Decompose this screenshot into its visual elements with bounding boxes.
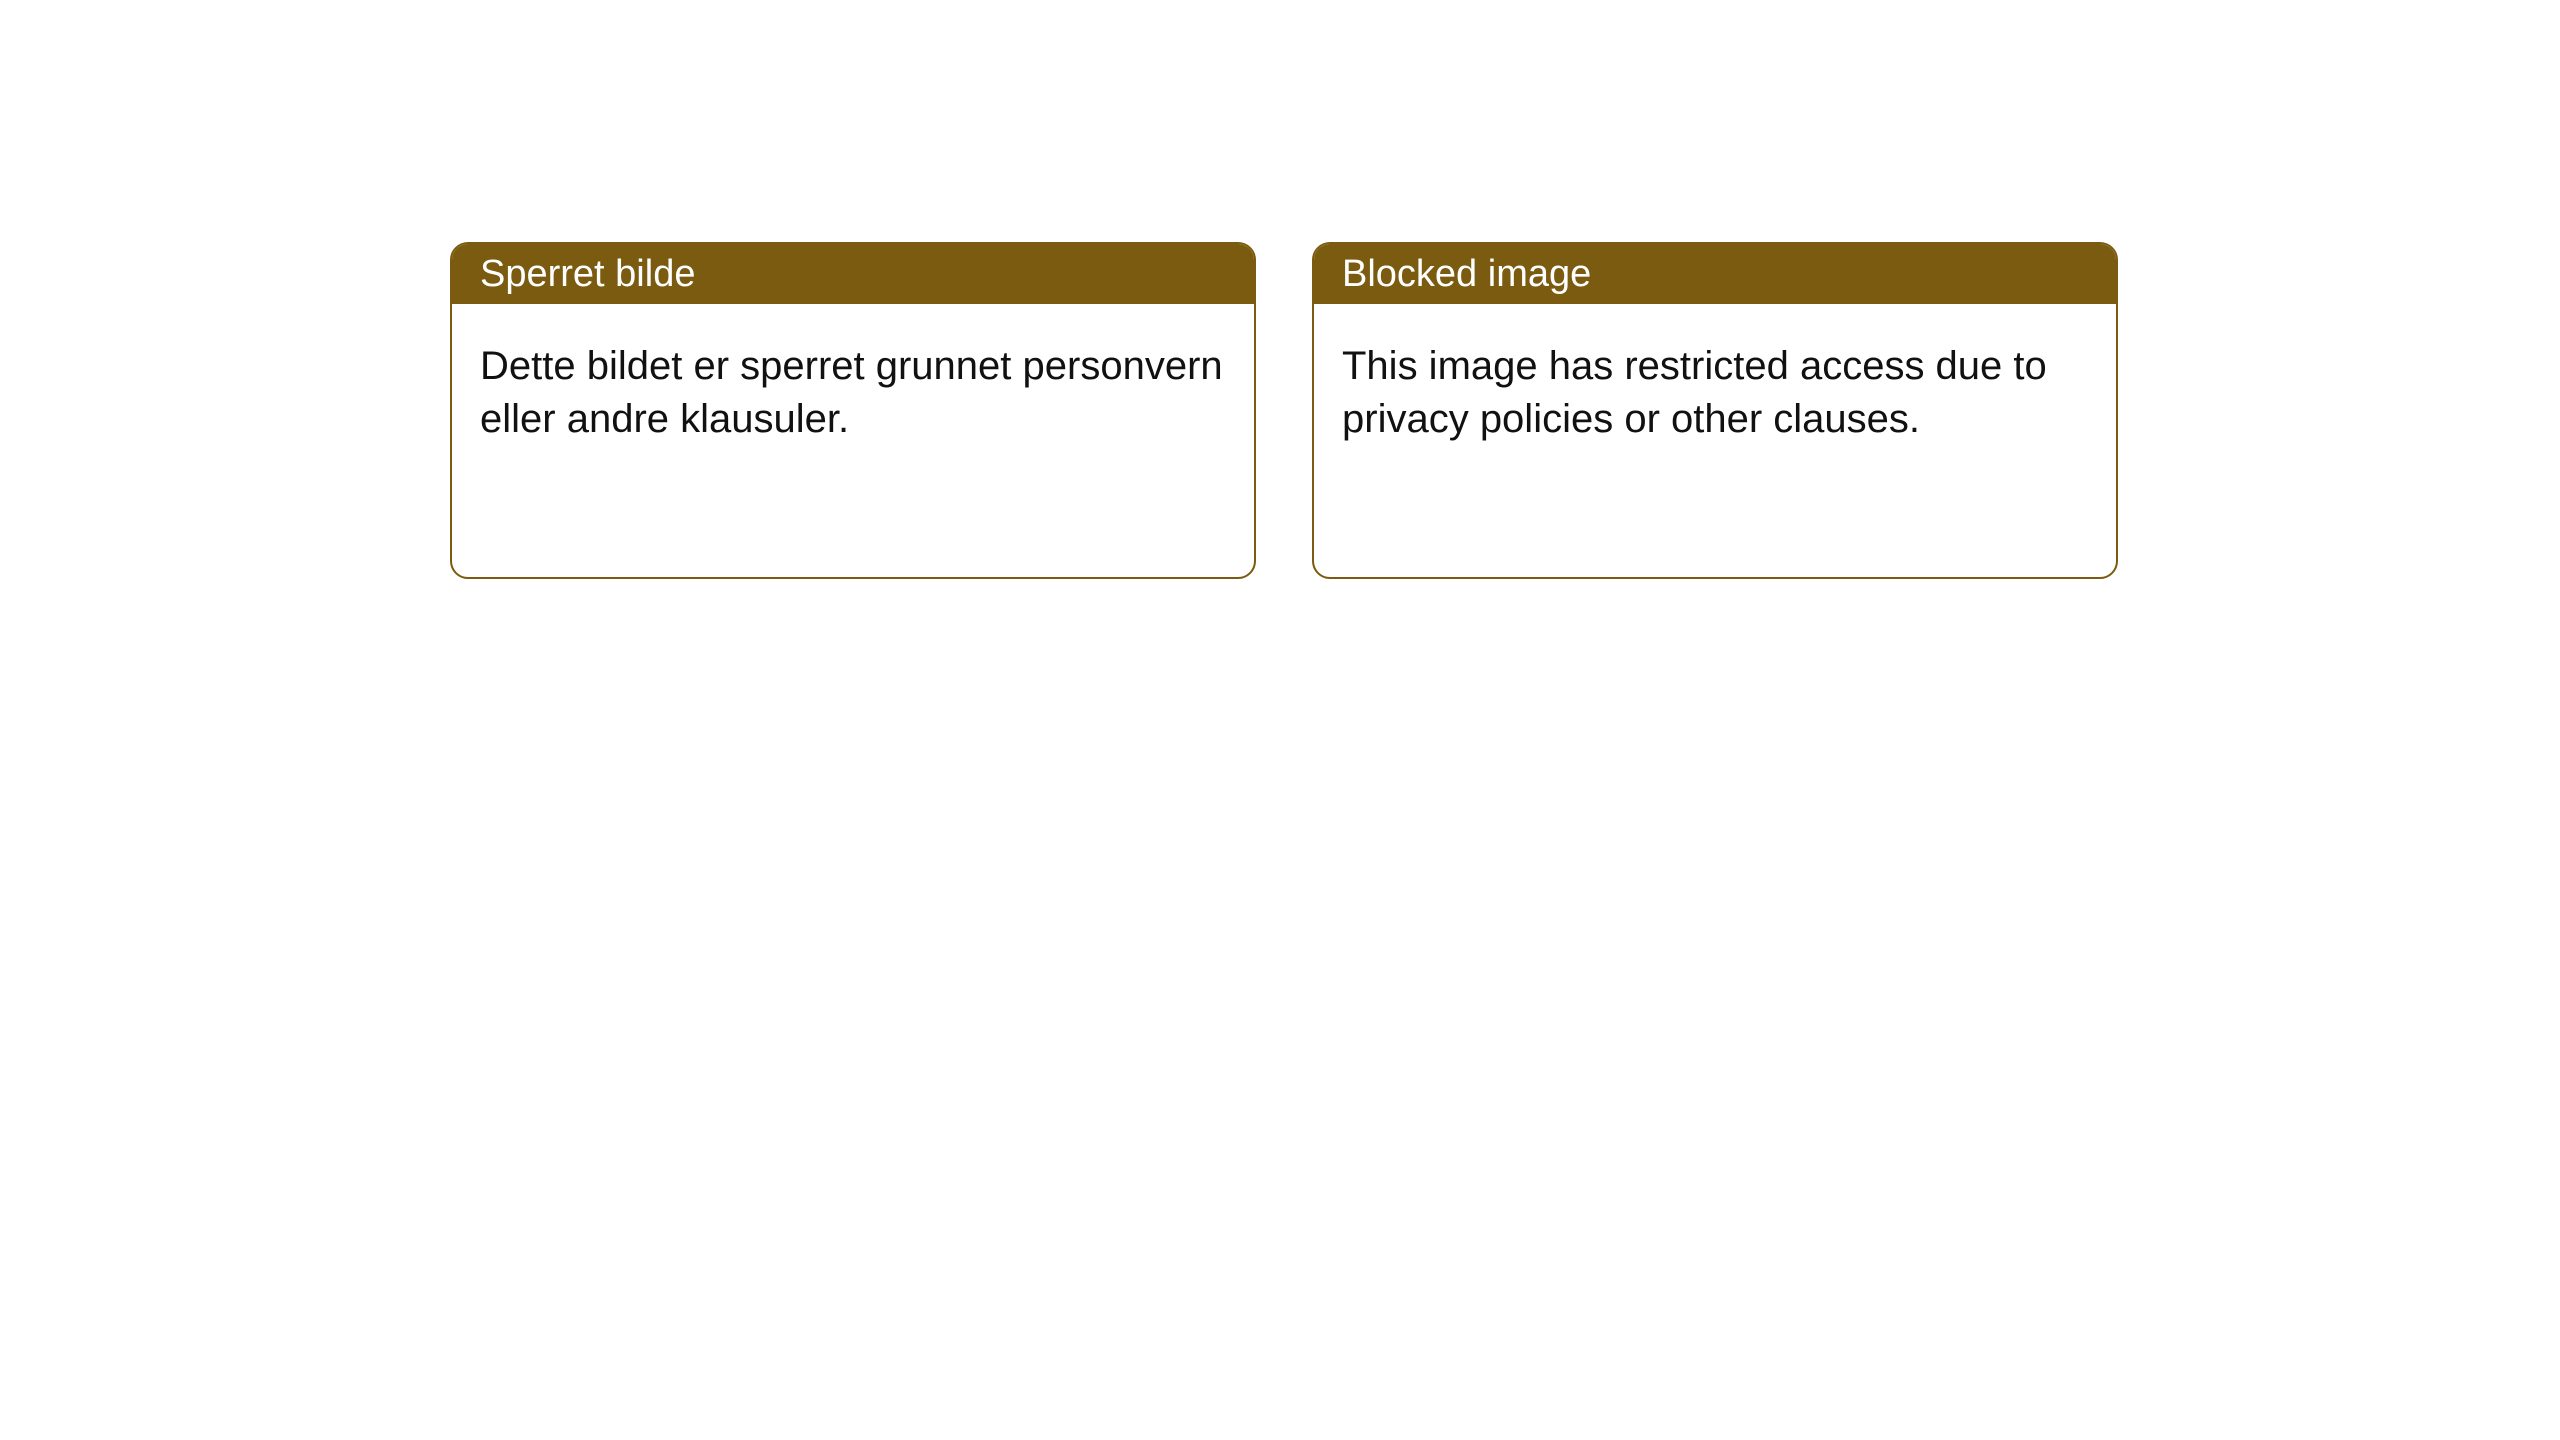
notice-message: Dette bildet er sperret grunnet personve… [480, 344, 1223, 441]
notice-title: Sperret bilde [480, 253, 695, 296]
notice-body: Dette bildet er sperret grunnet personve… [452, 304, 1254, 482]
notice-header: Sperret bilde [452, 244, 1254, 304]
notice-box-english: Blocked image This image has restricted … [1312, 242, 2118, 579]
notice-header: Blocked image [1314, 244, 2116, 304]
notice-message: This image has restricted access due to … [1342, 344, 2047, 441]
notice-title: Blocked image [1342, 253, 1591, 296]
notice-box-norwegian: Sperret bilde Dette bildet er sperret gr… [450, 242, 1256, 579]
notice-container: Sperret bilde Dette bildet er sperret gr… [0, 0, 2560, 579]
notice-body: This image has restricted access due to … [1314, 304, 2116, 482]
